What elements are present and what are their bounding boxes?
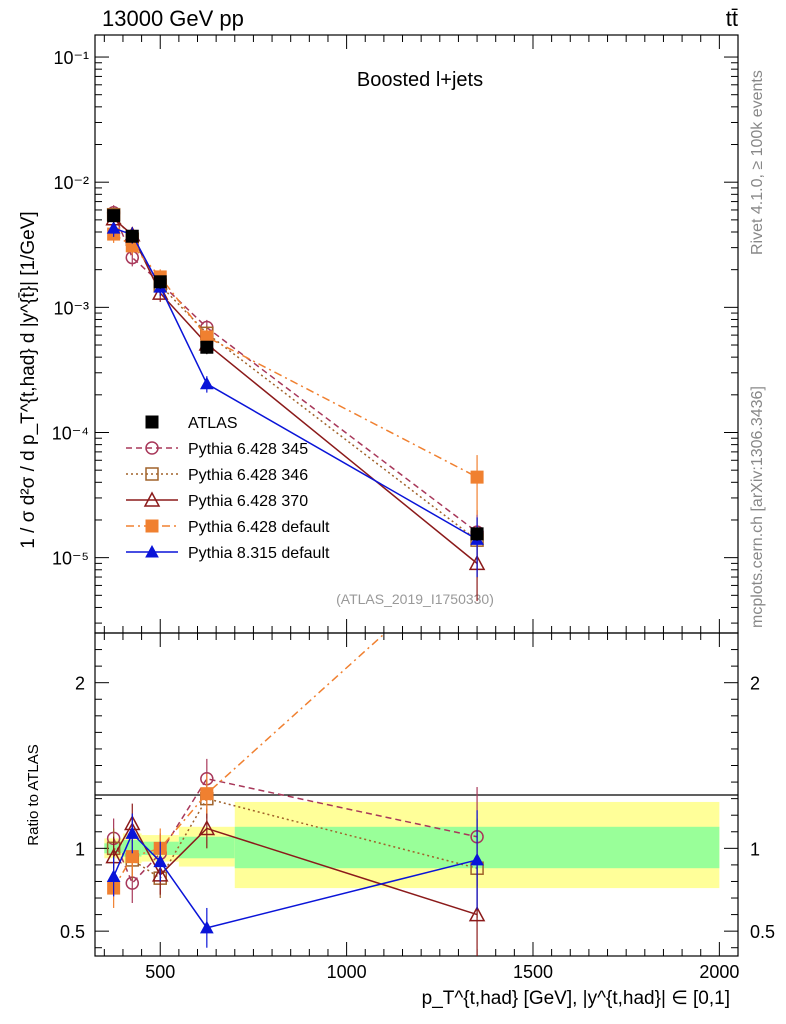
data-marker	[200, 787, 214, 801]
series-line	[113, 233, 478, 478]
data-marker	[199, 376, 214, 390]
ratio-tick-label: 2	[75, 674, 85, 694]
legend-label: ATLAS	[188, 415, 238, 432]
series-line	[112, 212, 478, 533]
x-axis-label: p_T^{t,had} [GeV], |y^{t,had}| ∈ [0,1]	[422, 988, 730, 1009]
ratio-tick-label-right: 2	[750, 674, 760, 694]
axis-ticks: 500 1000 1500 2000 10⁻⁵ 10⁻⁴ 10⁻³ 10⁻² 10⁻¹ 0.5 0.…	[52, 35, 775, 982]
legend-label: Pythia 8.315 default	[188, 545, 330, 562]
data-marker	[199, 920, 214, 934]
series-line	[113, 218, 478, 564]
mcplots-label: mcplots.cern.ch [arXiv:1306.3436]	[749, 386, 766, 628]
y-tick-label: 10⁻¹	[53, 48, 89, 68]
ratio-tick-label-right: 1	[750, 839, 760, 859]
legend-item: Pythia 8.315 default	[126, 544, 330, 562]
analysis-watermark: (ATLAS_2019_I1750330)	[336, 591, 494, 607]
data-marker	[106, 869, 121, 882]
data-marker	[143, 491, 161, 507]
legend-item: Pythia 6.428 default	[126, 519, 330, 536]
series-main	[105, 210, 486, 602]
data-marker	[468, 906, 486, 922]
series-group	[105, 205, 486, 956]
legend-label: Pythia 6.428 345	[188, 441, 308, 458]
data-marker	[145, 467, 159, 481]
series-main	[106, 205, 484, 570]
header-left: 13000 GeV pp	[102, 6, 244, 31]
y-tick-label: 10⁻³	[53, 298, 89, 318]
series-main	[107, 209, 484, 541]
x-tick-label: 1000	[327, 962, 367, 982]
x-tick-label: 2000	[699, 962, 739, 982]
data-marker	[153, 275, 167, 289]
y-tick-label: 10⁻⁴	[52, 423, 89, 443]
rivet-label: Rivet 4.1.0, ≥ 100k events	[749, 70, 766, 255]
legend-label: Pythia 6.428 346	[188, 467, 308, 484]
ratio-tick-label-right: 0.5	[750, 922, 775, 942]
legend-item: ATLAS	[145, 415, 238, 432]
data-marker	[145, 519, 159, 533]
data-marker	[470, 852, 484, 866]
ratio-line	[112, 633, 387, 889]
y-tick-label: 10⁻⁵	[52, 549, 89, 569]
data-marker	[145, 415, 159, 429]
plot-title: Boosted l+jets	[357, 69, 483, 91]
x-tick-label: 1500	[513, 962, 553, 982]
data-marker	[107, 209, 121, 223]
data-marker	[145, 441, 159, 455]
header-right: tt̄	[726, 6, 738, 31]
y-axis-label-ratio: Ratio to ATLAS	[25, 744, 42, 845]
data-marker	[470, 470, 484, 484]
ratio-tick-label: 1	[75, 839, 85, 859]
data-marker	[125, 229, 139, 243]
legend-label: Pythia 6.428 370	[188, 493, 308, 510]
data-marker	[106, 221, 121, 234]
data-marker	[125, 826, 140, 839]
x-tick-label: 500	[145, 962, 175, 982]
y-axis-label-text: 1 / σ d²σ / d p_T^{t,had} d |y^{t̄}| [1/…	[18, 211, 39, 548]
main-frame	[94, 34, 739, 634]
data-marker	[153, 854, 168, 868]
legend-label: Pythia 6.428 default	[188, 519, 330, 536]
data-marker	[198, 819, 216, 836]
ratio-tick-label: 0.5	[60, 922, 85, 942]
ratio-bands	[104, 801, 720, 889]
series-ratio	[107, 633, 387, 908]
y-tick-label: 10⁻²	[53, 173, 89, 193]
data-marker	[200, 340, 214, 354]
data-marker	[470, 527, 484, 541]
y-axis-label-main: 1 / σ d²σ / d p_T^{t,had} d |y^{t̄}| [1/…	[18, 211, 39, 548]
series-ratio	[106, 810, 484, 948]
legend: ATLAS Pythia 6.428 345 Pythia 6.428 346 Pyt…	[126, 415, 330, 562]
data-marker	[145, 544, 159, 558]
legend-item: Pythia 6.428 346	[126, 467, 308, 484]
legend-item: Pythia 6.428 345	[126, 441, 308, 458]
legend-item: Pythia 6.428 370	[126, 491, 308, 510]
